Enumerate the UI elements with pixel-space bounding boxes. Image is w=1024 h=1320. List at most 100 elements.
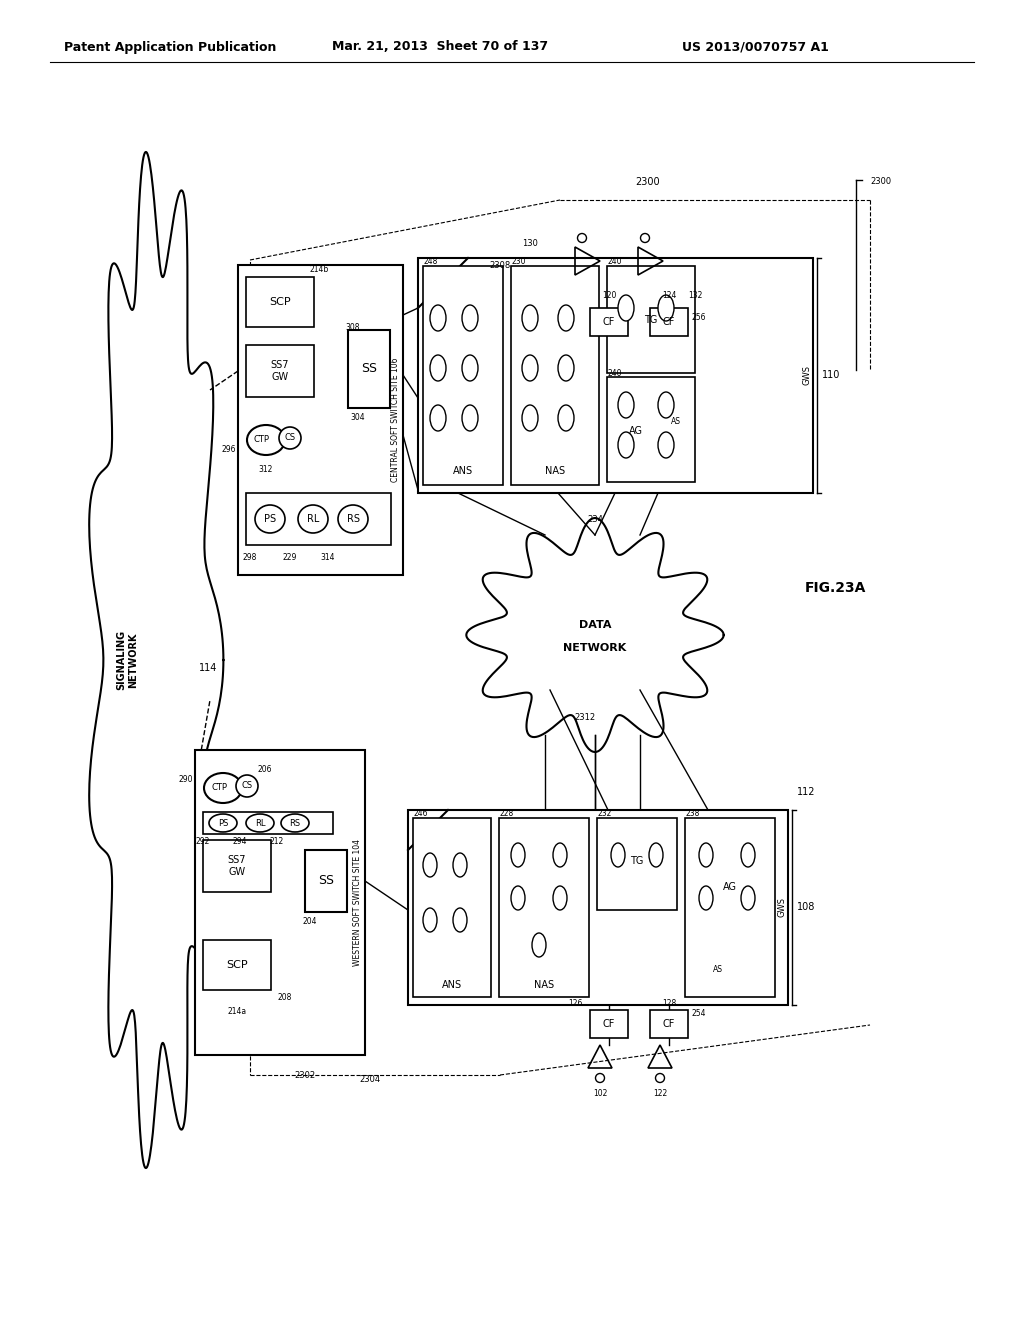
Bar	[607, 267, 695, 374]
Text: 2312: 2312	[574, 714, 596, 722]
Text: PS: PS	[264, 513, 276, 524]
Ellipse shape	[462, 355, 478, 381]
Text: 248: 248	[423, 257, 437, 267]
Text: 122: 122	[653, 1089, 667, 1097]
Text: CS: CS	[285, 433, 296, 442]
Bar	[246, 492, 391, 545]
Ellipse shape	[658, 294, 674, 321]
Text: 254: 254	[692, 1010, 707, 1019]
Text: TG: TG	[644, 315, 657, 325]
Bar	[203, 940, 271, 990]
Text: 208: 208	[278, 994, 292, 1002]
Ellipse shape	[511, 843, 525, 867]
Text: 126: 126	[568, 998, 583, 1007]
Text: 230: 230	[511, 257, 525, 267]
Text: 314: 314	[321, 553, 335, 561]
Text: ANS: ANS	[453, 466, 473, 477]
Ellipse shape	[658, 392, 674, 418]
Text: 256: 256	[692, 314, 707, 322]
Text: 102: 102	[593, 1089, 607, 1097]
Text: CF: CF	[663, 1019, 675, 1030]
Text: AG: AG	[629, 426, 643, 436]
Ellipse shape	[699, 843, 713, 867]
Text: Mar. 21, 2013  Sheet 70 of 137: Mar. 21, 2013 Sheet 70 of 137	[332, 41, 548, 54]
Text: NETWORK: NETWORK	[563, 643, 627, 653]
Text: 112: 112	[797, 787, 815, 797]
Text: WESTERN SOFT SWITCH SITE 104: WESTERN SOFT SWITCH SITE 104	[353, 838, 362, 965]
Text: ANS: ANS	[442, 979, 462, 990]
Bar	[607, 378, 695, 482]
Bar	[650, 308, 688, 337]
Text: DATA: DATA	[579, 620, 611, 630]
Text: AG: AG	[723, 882, 737, 892]
Text: SS7
GW: SS7 GW	[270, 360, 289, 381]
Bar	[590, 1010, 628, 1038]
Text: PS: PS	[218, 818, 228, 828]
Text: 124: 124	[662, 290, 676, 300]
Ellipse shape	[281, 814, 309, 832]
Ellipse shape	[430, 405, 446, 432]
Ellipse shape	[511, 886, 525, 909]
Polygon shape	[89, 152, 223, 1168]
Text: 212: 212	[270, 837, 284, 846]
Ellipse shape	[596, 1073, 604, 1082]
Text: 2308: 2308	[489, 260, 511, 269]
Ellipse shape	[462, 405, 478, 432]
Text: 108: 108	[797, 902, 815, 912]
Ellipse shape	[462, 305, 478, 331]
Bar	[590, 308, 628, 337]
Ellipse shape	[618, 392, 634, 418]
Bar	[511, 267, 599, 484]
Text: NAS: NAS	[534, 979, 554, 990]
Ellipse shape	[522, 355, 538, 381]
Ellipse shape	[578, 234, 587, 243]
Text: CENTRAL SOFT SWITCH SITE 106: CENTRAL SOFT SWITCH SITE 106	[391, 358, 400, 482]
Text: AS: AS	[671, 417, 681, 425]
Text: RS: RS	[346, 513, 359, 524]
Text: 2300: 2300	[636, 177, 660, 187]
Ellipse shape	[611, 843, 625, 867]
Ellipse shape	[453, 853, 467, 876]
Ellipse shape	[522, 405, 538, 432]
Text: 292: 292	[196, 837, 210, 846]
Text: 130: 130	[522, 239, 538, 248]
Text: RL: RL	[307, 513, 319, 524]
Bar	[203, 812, 348, 832]
Ellipse shape	[522, 305, 538, 331]
Text: CTP: CTP	[211, 784, 227, 792]
Text: Patent Application Publication: Patent Application Publication	[63, 41, 276, 54]
Text: SS: SS	[318, 874, 334, 887]
Text: 214a: 214a	[227, 1007, 247, 1016]
Ellipse shape	[430, 305, 446, 331]
Ellipse shape	[298, 506, 328, 533]
Text: GWS: GWS	[777, 898, 786, 917]
Ellipse shape	[453, 908, 467, 932]
Ellipse shape	[640, 234, 649, 243]
Text: GWS: GWS	[803, 366, 811, 385]
Text: TG: TG	[631, 855, 644, 866]
Text: 296: 296	[221, 446, 236, 454]
Text: CF: CF	[603, 317, 615, 327]
Text: NAS: NAS	[545, 466, 565, 477]
Ellipse shape	[204, 774, 242, 803]
Ellipse shape	[553, 843, 567, 867]
Ellipse shape	[558, 405, 574, 432]
Bar	[246, 277, 314, 327]
Bar	[195, 750, 365, 1055]
Ellipse shape	[236, 775, 258, 797]
Text: CF: CF	[603, 1019, 615, 1030]
Bar	[499, 818, 589, 997]
Text: US 2013/0070757 A1: US 2013/0070757 A1	[682, 41, 828, 54]
Text: 128: 128	[662, 998, 676, 1007]
Text: 206: 206	[258, 766, 272, 775]
Bar	[203, 840, 271, 892]
Text: 308: 308	[346, 322, 360, 331]
Text: SS7
GW: SS7 GW	[227, 855, 246, 876]
Text: CS: CS	[242, 781, 253, 791]
Ellipse shape	[741, 886, 755, 909]
Bar	[418, 257, 813, 492]
Text: 312: 312	[259, 466, 273, 474]
Ellipse shape	[430, 355, 446, 381]
Bar	[685, 818, 775, 997]
Text: 2300: 2300	[870, 177, 891, 186]
